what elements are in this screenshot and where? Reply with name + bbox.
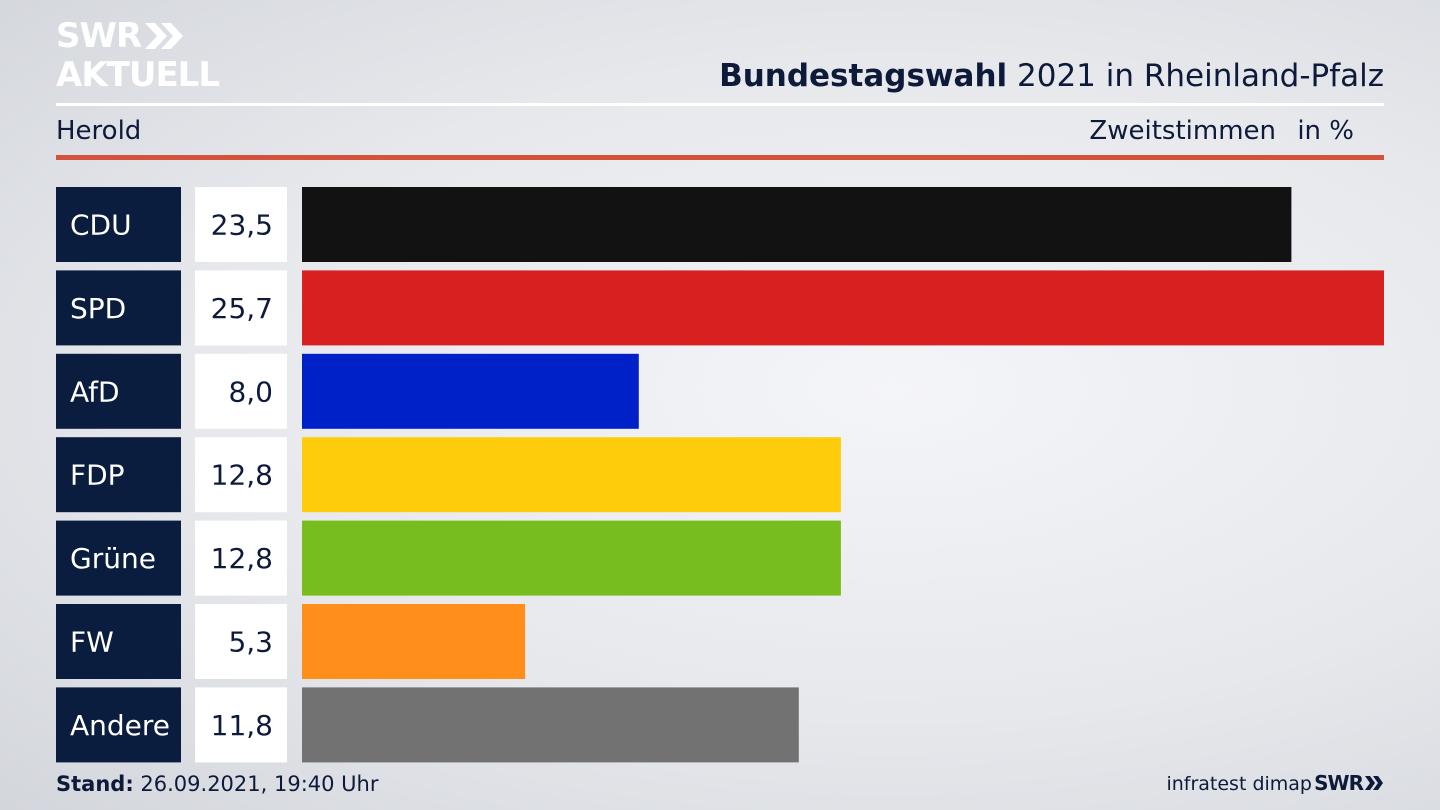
- party-label: FDP: [70, 459, 125, 492]
- footer-chevron-icon: [1365, 776, 1383, 790]
- value-label-box: [195, 437, 287, 513]
- bar-row-fdp: FDP 12,8: [56, 437, 841, 513]
- timestamp-value: 26.09.2021, 19:40 Uhr: [133, 772, 379, 796]
- logo-aktuell-text: AKTUELL: [56, 55, 220, 95]
- swr-aktuell-logo: SWR AKTUELL: [56, 16, 220, 95]
- bar-afd: [302, 353, 639, 429]
- footer: Stand: 26.09.2021, 19:40 Uhr infratest d…: [56, 770, 1384, 800]
- logo-swr-text: SWR: [56, 16, 142, 56]
- bar-row-afd: AfD 8,0: [56, 353, 639, 429]
- value-label-box: [195, 520, 287, 596]
- value-label-box: [195, 353, 287, 429]
- accent-divider: [56, 155, 1384, 160]
- value-label: 25,7: [211, 292, 273, 325]
- bar-row-cdu: CDU 23,5: [56, 187, 1292, 262]
- chart-subheader: Herold Zweitstimmen in %: [56, 114, 1384, 150]
- party-label-box: [56, 520, 181, 596]
- metric-label: Zweitstimmen: [1089, 116, 1276, 146]
- bar-gruene: [302, 520, 841, 596]
- timestamp-label: Stand:: [56, 772, 134, 796]
- bar-spd: [302, 270, 1384, 346]
- bar-row-spd: SPD 25,7: [56, 270, 1384, 346]
- value-label: 11,8: [211, 709, 273, 742]
- party-label: AfD: [70, 375, 120, 408]
- bar-andere: [302, 687, 799, 763]
- source-label: infratest dimap: [1166, 773, 1312, 795]
- value-label: 23,5: [211, 209, 273, 242]
- bar-chart: CDU 23,5 SPD 25,7 AfD 8,0 FDP 12,8 Grüne 12,8 FW 5,…: [56, 187, 1384, 763]
- bar-fw: [302, 604, 526, 679]
- header-divider: [56, 103, 1384, 106]
- chart-title-bold: Bundestagswahl: [719, 58, 1008, 94]
- value-label: 12,8: [211, 542, 273, 575]
- region-label: Herold: [56, 116, 142, 146]
- party-label: Andere: [70, 709, 170, 742]
- party-label-box: [56, 353, 181, 429]
- value-label-box: [195, 270, 287, 346]
- value-label: 12,8: [211, 459, 273, 492]
- swr-footer-logo: SWR: [1314, 771, 1384, 795]
- chart-title-rest: 2021 in Rheinland-Pfalz: [1007, 58, 1384, 94]
- party-label: SPD: [70, 292, 126, 325]
- party-label-box: [56, 270, 181, 346]
- chart-title: Bundestagswahl 2021 in Rheinland-Pfalz: [719, 58, 1384, 94]
- value-label-box: [195, 604, 287, 679]
- party-label-box: [56, 687, 181, 763]
- unit-label: in %: [1297, 116, 1354, 146]
- value-label: 5,3: [228, 626, 273, 659]
- bar-row-fw: FW 5,3: [56, 604, 526, 679]
- bar-cdu: [302, 187, 1292, 262]
- bar-row-gruene: Grüne 12,8: [56, 520, 841, 596]
- value-label-box: [195, 187, 287, 262]
- timestamp: Stand: 26.09.2021, 19:40 Uhr: [56, 772, 379, 796]
- party-label-box: [56, 437, 181, 513]
- party-label: CDU: [70, 209, 132, 242]
- party-label-box: [56, 187, 181, 262]
- value-label: 8,0: [228, 375, 273, 408]
- party-label: Grüne: [70, 542, 156, 575]
- value-label-box: [195, 687, 287, 763]
- double-chevron-icon: [145, 23, 184, 49]
- footer-logo-text: SWR: [1314, 771, 1364, 795]
- bar-fdp: [302, 437, 841, 513]
- bar-row-andere: Andere 11,8: [56, 687, 799, 763]
- party-label: FW: [70, 626, 114, 659]
- party-label-box: [56, 604, 181, 679]
